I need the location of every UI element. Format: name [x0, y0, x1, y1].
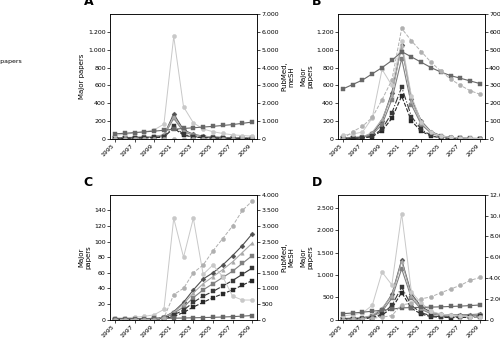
Legend: Asahi, Mainichi, -Yomiuri, -–Sankei, -•Nikkei, 5 major papers, PubMed, MeSH: Asahi, Mainichi, -Yomiuri, -–Sankei, -•N…	[0, 15, 22, 82]
Text: C: C	[84, 176, 92, 189]
Y-axis label: PubMed,
MeSH: PubMed, MeSH	[282, 242, 294, 272]
Y-axis label: Major
papers: Major papers	[300, 65, 314, 88]
Y-axis label: Major
papers: Major papers	[300, 245, 314, 269]
Y-axis label: PubMed,
meSH: PubMed, meSH	[282, 62, 294, 91]
Text: A: A	[84, 0, 93, 8]
Text: D: D	[312, 176, 322, 189]
Y-axis label: Major
papers: Major papers	[78, 245, 92, 269]
Text: B: B	[312, 0, 321, 8]
Y-axis label: Major papers: Major papers	[80, 54, 86, 99]
